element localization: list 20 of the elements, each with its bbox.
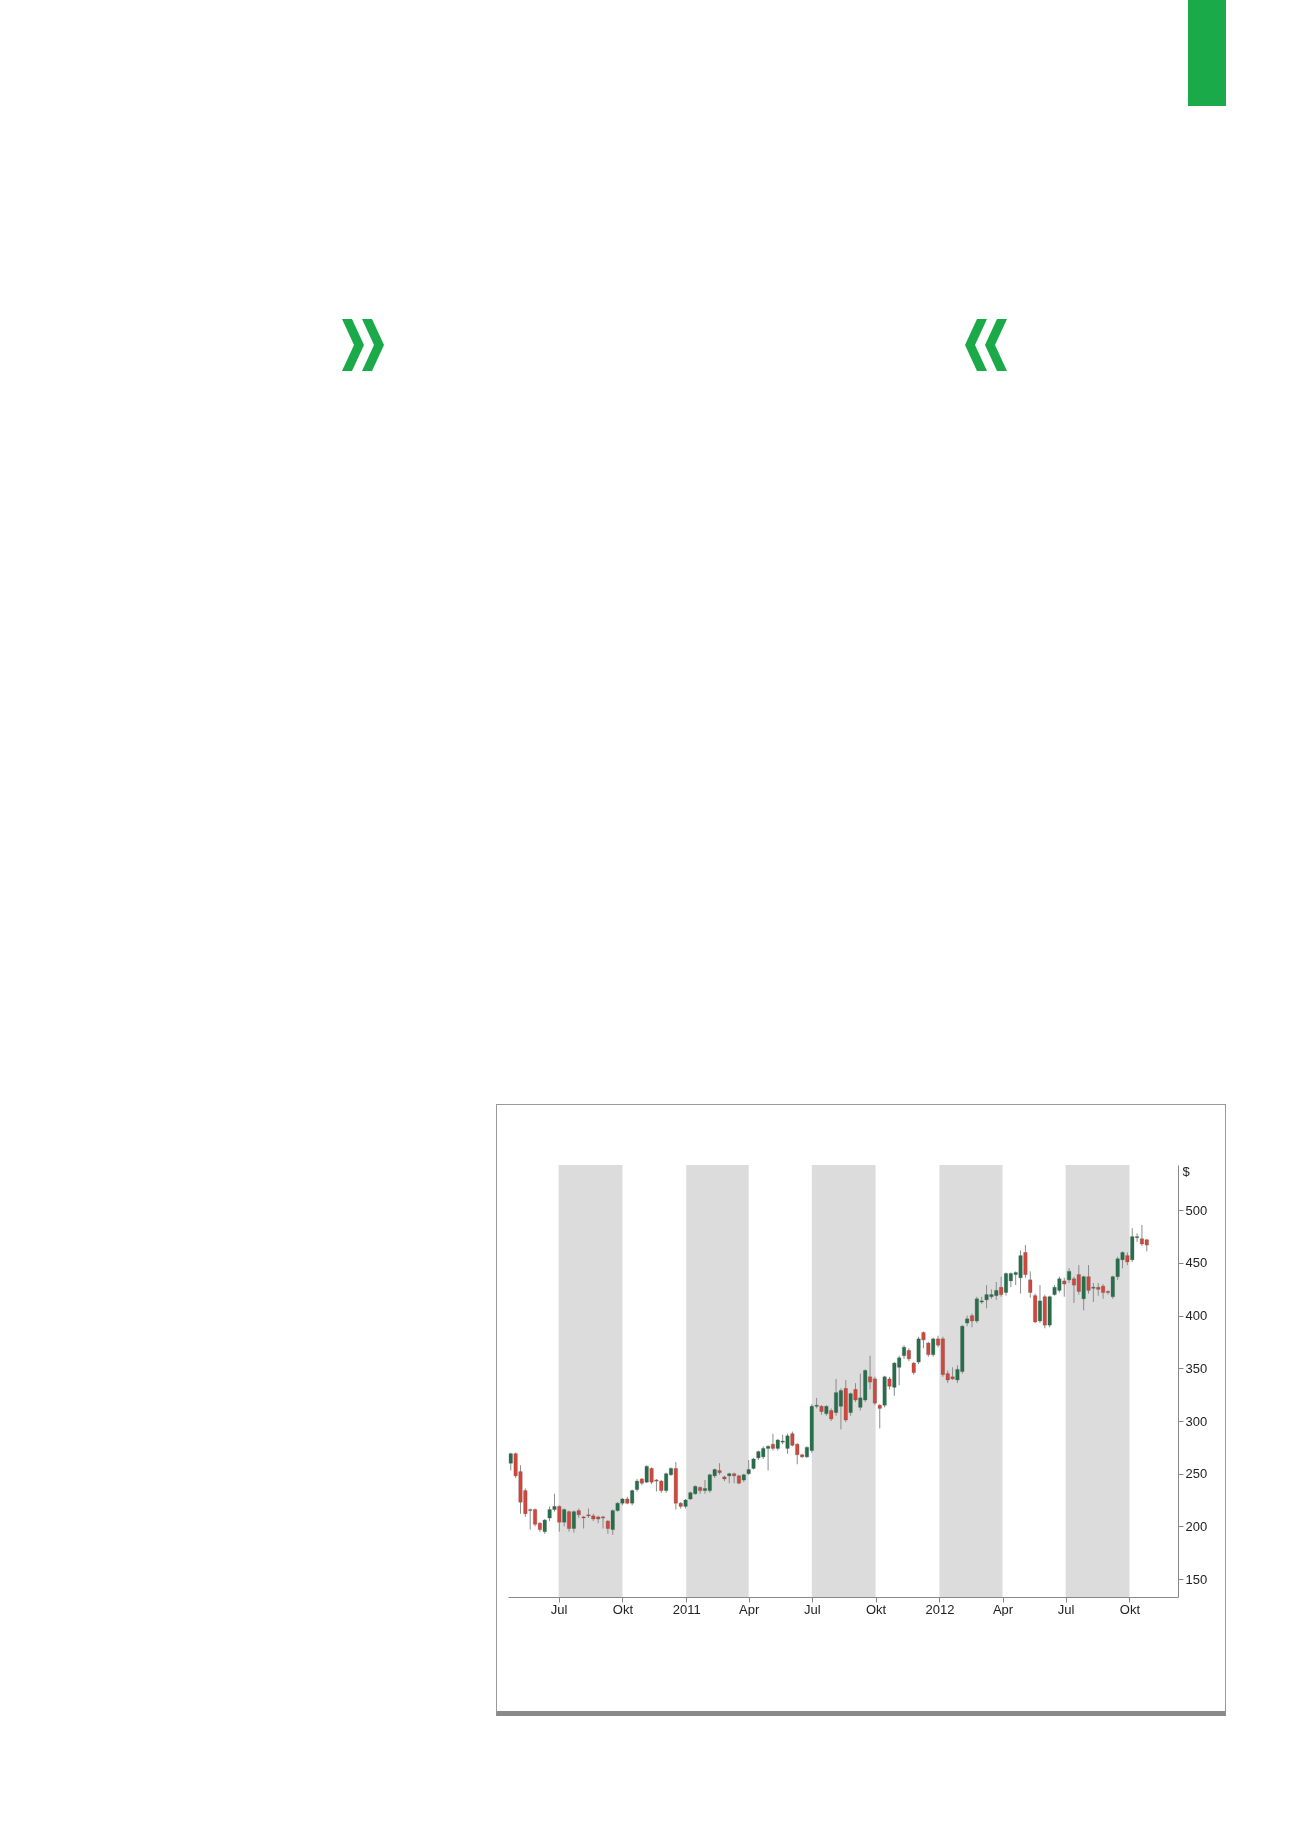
x-tick-label: Jul bbox=[1057, 1601, 1075, 1617]
x-tick-label: Jul bbox=[803, 1601, 821, 1617]
x-tick-label: Okt bbox=[1119, 1601, 1141, 1617]
x-tick-label: Jul bbox=[550, 1601, 568, 1617]
x-tick-label: 2012 bbox=[925, 1601, 955, 1617]
y-tick-label: 350 bbox=[1185, 1360, 1208, 1376]
x-tick-label: Apr bbox=[739, 1601, 760, 1617]
x-tick-label: Okt bbox=[612, 1601, 634, 1617]
x-tick-label: 2011 bbox=[672, 1601, 701, 1617]
x-tick-label: Apr bbox=[992, 1601, 1014, 1617]
y-axis-title: $ bbox=[1182, 1163, 1191, 1179]
y-tick-label: 450 bbox=[1185, 1255, 1208, 1271]
x-tick-label: Okt bbox=[865, 1601, 887, 1617]
y-tick-label: 500 bbox=[1185, 1202, 1208, 1218]
y-tick-label: 150 bbox=[1185, 1571, 1208, 1587]
y-tick-label: 250 bbox=[1185, 1466, 1208, 1482]
y-tick-label: 400 bbox=[1185, 1308, 1208, 1324]
candlestick bbox=[1028, 1270, 1033, 1299]
y-tick-label: 300 bbox=[1185, 1413, 1208, 1429]
y-tick-label: 200 bbox=[1185, 1518, 1208, 1534]
